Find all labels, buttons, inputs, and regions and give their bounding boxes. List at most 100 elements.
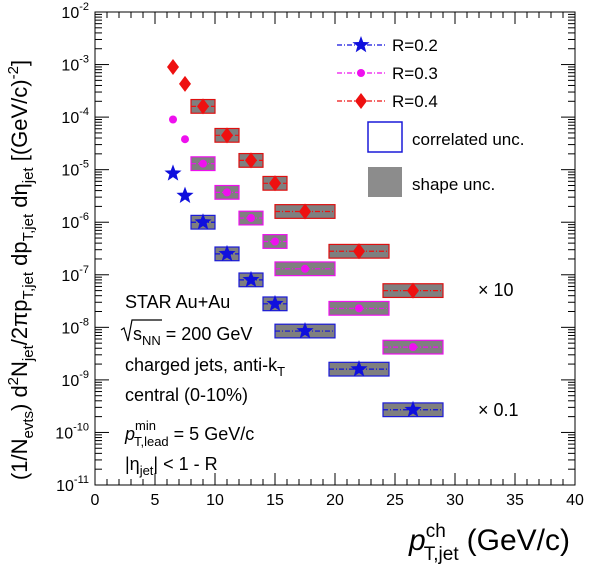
legend-series-entries: R=0.2 R=0.3 R=0.4 — [337, 36, 438, 111]
x-axis-title-unit: (GeV/c) — [467, 524, 570, 557]
y-tick-label: 10-4 — [61, 106, 89, 127]
y-title-deta: dη — [7, 183, 32, 214]
annotation-eta-cut: | < 1 - R — [153, 454, 217, 474]
y-title-evts: evts — [20, 411, 37, 439]
y-title-lead: (1/N — [7, 439, 32, 481]
y-tick-label: 10-9 — [61, 369, 89, 390]
annotation-eta: |η — [125, 454, 140, 474]
x-tick-label: 25 — [386, 492, 404, 509]
x-tick-label: 35 — [506, 492, 524, 509]
annotation-line-1: STAR Au+Au — [125, 292, 230, 312]
y-tick-label: 10-10 — [55, 421, 89, 442]
x-tick-label: 20 — [326, 492, 344, 509]
legend-shape-label: shape unc. — [412, 175, 495, 194]
y-title-tjet: T,jet — [20, 271, 37, 299]
x-axis-title-sup: ch — [426, 521, 446, 542]
data-point — [221, 127, 233, 144]
annotation-jets: charged jets, anti-k — [125, 355, 278, 375]
y-axis-title: (1/Nevts) d2Njet/2πpT,jet dpT,jet dηjet … — [5, 60, 37, 480]
y-title-mid: ) d — [7, 385, 32, 411]
data-point — [296, 322, 314, 339]
y-title-jet: jet — [20, 344, 37, 362]
y-title-close: ] — [7, 60, 32, 66]
data-point — [409, 343, 417, 352]
legend-correlated-swatch — [367, 121, 403, 153]
y-tick-exponent: -8 — [79, 316, 89, 328]
data-point — [194, 213, 212, 230]
data-point — [301, 264, 309, 273]
x-axis-title-p: p — [408, 524, 426, 557]
y-tick-base: 10 — [61, 110, 79, 127]
y-tick-exponent: -7 — [79, 264, 89, 276]
y-tick-exponent: -10 — [73, 421, 89, 433]
x-tick-label: 30 — [446, 492, 464, 509]
x-tick-label: 0 — [91, 492, 100, 509]
data-point — [242, 270, 260, 288]
legend-series-label: R=0.3 — [392, 64, 438, 83]
y-tick-label: 10-8 — [61, 316, 89, 337]
y-title-unit: [(GeV/c) — [7, 79, 32, 167]
data-point — [176, 186, 194, 203]
data-point — [269, 175, 281, 192]
legend: R=0.2 R=0.3 R=0.4 correlated unc. shape un… — [337, 36, 524, 197]
y-tick-exponent: -4 — [79, 106, 89, 118]
y-tick-label: 10-5 — [61, 159, 89, 180]
data-point — [199, 159, 207, 168]
data-point — [167, 58, 179, 75]
y-tick-label: 10-6 — [61, 211, 89, 232]
y-tick-base: 10 — [61, 5, 79, 22]
y-title-dp: dp — [7, 241, 32, 272]
data-point — [179, 75, 191, 92]
annotation-kt-sub: T — [277, 364, 285, 379]
data-point — [164, 164, 182, 181]
x-tick-label: 15 — [266, 492, 284, 509]
data-point — [223, 188, 231, 197]
legend-shape-swatch — [368, 167, 402, 197]
annotation-min: min — [135, 418, 156, 433]
y-tick-label: 10-3 — [61, 54, 89, 75]
y-tick-exponent: -9 — [79, 369, 89, 381]
legend-marker — [357, 69, 365, 77]
y-title-tjet2: T,jet — [20, 213, 37, 241]
annotation-block: STAR Au+Au sNN = 200 GeV charged jets, a… — [120, 292, 285, 478]
data-point — [353, 243, 365, 260]
y-tick-base: 10 — [61, 373, 79, 390]
annotation-line-5: pmin T,lead = 5 GeV/c — [124, 418, 254, 449]
annotation-p: p — [124, 424, 135, 444]
y-tick-base: 10 — [61, 215, 79, 232]
sqrt-symbol — [120, 319, 162, 342]
legend-marker — [355, 93, 367, 109]
annotation-line-4: central (0-10%) — [125, 385, 248, 405]
x-axis-title: pch T,jet (GeV/c) — [408, 521, 570, 565]
legend-correlated-label: correlated unc. — [412, 130, 524, 149]
annotation-energy: = 200 GeV — [161, 324, 253, 344]
data-point — [247, 214, 255, 223]
y-tick-label: 10-2 — [61, 1, 89, 22]
data-markers — [164, 58, 422, 418]
data-point — [407, 282, 419, 299]
annotation-line-3: charged jets, anti-kT — [125, 355, 285, 379]
y-title-jet2: jet — [20, 167, 37, 185]
y-tick-exponent: -11 — [74, 474, 89, 486]
data-point — [181, 135, 189, 144]
scale-note-r02: × 0.1 — [478, 400, 519, 420]
annotation-lead-value: = 5 GeV/c — [169, 424, 255, 444]
annotation-line-2: sNN = 200 GeV — [133, 324, 252, 348]
scale-note-r04: × 10 — [478, 280, 514, 300]
legend-marker — [352, 36, 370, 53]
annotation-eta-sub: jet — [139, 463, 154, 478]
y-tick-base: 10 — [55, 425, 73, 442]
y-tick-exponent: -6 — [79, 211, 89, 223]
y-tick-label: 10-7 — [61, 264, 89, 285]
data-point — [266, 294, 284, 312]
y-title-unit-sup: -2 — [5, 66, 22, 79]
x-tick-label: 10 — [206, 492, 224, 509]
y-tick-base: 10 — [61, 58, 79, 75]
annotation-line-6: |ηjet| < 1 - R — [125, 454, 218, 478]
data-point — [245, 152, 257, 169]
y-tick-exponent: -2 — [79, 1, 89, 13]
axis-ticks: 0 5 10 15 20 25 30 35 4010-1110-1010-910-810-710… — [55, 1, 584, 509]
data-point — [169, 115, 177, 124]
legend-series-label: R=0.2 — [392, 36, 438, 55]
